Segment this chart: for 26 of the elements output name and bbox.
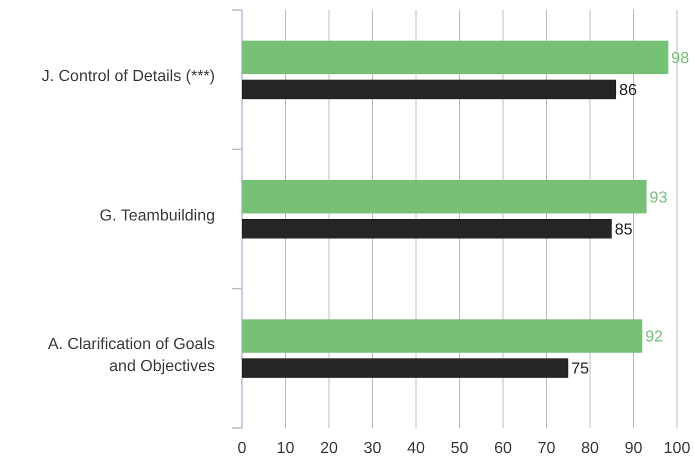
x-tick-label: 60 bbox=[494, 440, 512, 457]
bar bbox=[242, 40, 668, 74]
x-tick-label: 30 bbox=[364, 440, 382, 457]
x-tick-label: 0 bbox=[238, 440, 247, 457]
bar bbox=[242, 358, 568, 378]
x-tick-label: 20 bbox=[320, 440, 338, 457]
x-tick-label: 90 bbox=[624, 440, 642, 457]
bar bbox=[242, 219, 612, 239]
y-tick-label: A. Clarification of Goals and Objectives bbox=[48, 336, 215, 375]
bar bbox=[242, 319, 642, 353]
y-tick-label: G. Teambuilding bbox=[100, 207, 215, 224]
x-tick-label: 80 bbox=[581, 440, 599, 457]
x-tick-label: 100 bbox=[664, 440, 690, 457]
y-tick-label: J. Control of Details (***) bbox=[42, 68, 215, 86]
bar bbox=[242, 80, 616, 100]
data-label: 92 bbox=[645, 328, 664, 346]
data-label: 85 bbox=[614, 221, 633, 238]
x-tick-label: 50 bbox=[450, 440, 468, 457]
x-tick-label: 70 bbox=[538, 440, 556, 457]
bar bbox=[242, 180, 647, 214]
x-tick-label: 40 bbox=[407, 440, 425, 457]
data-label: 86 bbox=[619, 82, 637, 100]
data-label: 75 bbox=[571, 360, 590, 378]
x-tick-label: 10 bbox=[276, 440, 294, 457]
data-label: 93 bbox=[650, 189, 668, 206]
data-label: 98 bbox=[671, 50, 690, 67]
